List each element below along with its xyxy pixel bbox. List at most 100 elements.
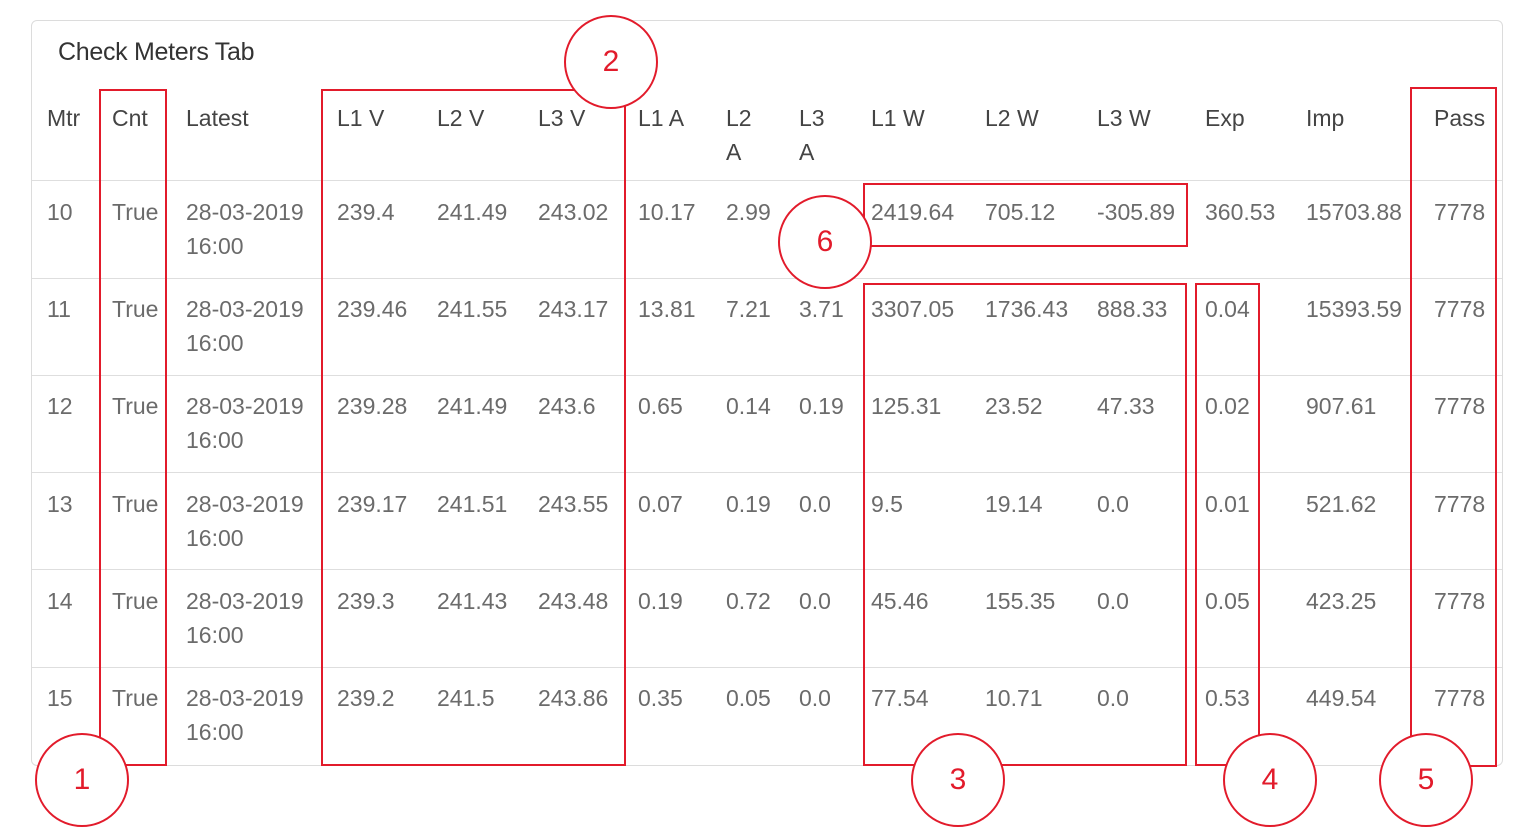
cell-pass: 7778 — [1434, 685, 1486, 711]
cell-l2w: 23.52 — [985, 393, 1043, 419]
cell-imp: 449.54 — [1306, 685, 1377, 711]
cell-l3v: 243.6 — [538, 393, 596, 419]
cell-mtr: 10 — [47, 199, 73, 225]
callout-2: 2 — [564, 15, 658, 109]
annotation-box-cnt — [99, 89, 167, 766]
column-header-l1w: L1 W — [871, 105, 925, 131]
row-divider — [32, 180, 1502, 181]
annotation-box-row10-watts — [863, 183, 1188, 247]
cell-l3v: 243.17 — [538, 296, 609, 322]
cell-l3v: 243.02 — [538, 199, 609, 225]
cell-l1v: 239.3 — [337, 588, 395, 614]
cell-l1v: 239.28 — [337, 393, 408, 419]
column-header-l2a: L2 A — [726, 105, 752, 165]
cell-l1a: 0.65 — [638, 393, 683, 419]
cell-l2w: 19.14 — [985, 491, 1043, 517]
cell-mtr: 11 — [47, 296, 71, 322]
annotation-box-watts — [863, 283, 1187, 766]
cell-l3v: 243.86 — [538, 685, 609, 711]
cell-mtr: 12 — [47, 393, 73, 419]
cell-l1v: 239.46 — [337, 296, 408, 322]
row-divider — [32, 667, 1502, 668]
cell-latest: 28-03-2019 16:00 — [186, 685, 304, 745]
cell-l3a: 0.0 — [799, 491, 831, 517]
cell-l2v: 241.51 — [437, 491, 508, 517]
cell-l1w: 125.31 — [871, 393, 942, 419]
cell-imp: 521.62 — [1306, 491, 1377, 517]
cell-imp: 907.61 — [1306, 393, 1377, 419]
cell-l1w: 3307.05 — [871, 296, 955, 322]
cell-cnt: True — [112, 685, 159, 711]
cell-pass: 7778 — [1434, 296, 1486, 322]
cell-l2w: 1736.43 — [985, 296, 1069, 322]
column-header-mtr: Mtr — [47, 105, 81, 131]
column-header-l3w: L3 W — [1097, 105, 1151, 131]
cell-cnt: True — [112, 393, 159, 419]
cell-l3w: 0.0 — [1097, 588, 1129, 614]
cell-cnt: True — [112, 296, 159, 322]
column-header-exp: Exp — [1205, 105, 1245, 131]
cell-latest: 28-03-2019 16:00 — [186, 199, 304, 259]
row-divider — [32, 278, 1502, 279]
cell-l1a: 10.17 — [638, 199, 696, 225]
row-divider — [32, 375, 1502, 376]
cell-l3v: 243.55 — [538, 491, 609, 517]
cell-imp: 423.25 — [1306, 588, 1377, 614]
column-header-latest: Latest — [186, 105, 249, 131]
cell-exp: 0.05 — [1205, 588, 1250, 614]
cell-l3w: 888.33 — [1097, 296, 1168, 322]
cell-cnt: True — [112, 199, 159, 225]
annotation-box-voltages — [321, 89, 626, 766]
cell-exp: 0.04 — [1205, 296, 1250, 322]
callout-3: 3 — [911, 733, 1005, 827]
cell-latest: 28-03-2019 16:00 — [186, 296, 304, 356]
cell-l3w: 47.33 — [1097, 393, 1155, 419]
cell-exp: 0.53 — [1205, 685, 1250, 711]
cell-l1w: 77.54 — [871, 685, 929, 711]
annotation-box-exp — [1195, 283, 1260, 766]
cell-mtr: 15 — [47, 685, 73, 711]
cell-mtr: 14 — [47, 588, 73, 614]
callout-5: 5 — [1379, 733, 1473, 827]
cell-pass: 7778 — [1434, 491, 1486, 517]
cell-l2v: 241.43 — [437, 588, 508, 614]
cell-cnt: True — [112, 588, 159, 614]
cell-l2v: 241.49 — [437, 199, 508, 225]
cell-l2v: 241.55 — [437, 296, 508, 322]
column-header-cnt: Cnt — [112, 105, 148, 131]
annotation-box-pass — [1410, 87, 1497, 767]
cell-pass: 7778 — [1434, 393, 1486, 419]
cell-l1v: 239.2 — [337, 685, 395, 711]
cell-l2w: 155.35 — [985, 588, 1056, 614]
column-header-l1a: L1 A — [638, 105, 685, 131]
cell-exp: 360.53 — [1205, 199, 1276, 225]
panel-title: Check Meters Tab — [58, 38, 255, 66]
cell-l1w: 2419.64 — [871, 199, 955, 225]
cell-latest: 28-03-2019 16:00 — [186, 491, 304, 551]
cell-l2w: 705.12 — [985, 199, 1056, 225]
cell-l2w: 10.71 — [985, 685, 1043, 711]
cell-l3a: 0.0 — [799, 685, 831, 711]
cell-cnt: True — [112, 491, 159, 517]
cell-l1w: 9.5 — [871, 491, 903, 517]
row-divider — [32, 569, 1502, 570]
cell-l1a: 13.81 — [638, 296, 696, 322]
cell-l1v: 239.17 — [337, 491, 408, 517]
cell-l1a: 0.19 — [638, 588, 683, 614]
column-header-l1v: L1 V — [337, 105, 385, 131]
cell-l3a: 3.71 — [799, 296, 844, 322]
check-meters-panel — [31, 20, 1503, 766]
cell-l1a: 0.07 — [638, 491, 683, 517]
column-header-imp: Imp — [1306, 105, 1345, 131]
cell-l2a: 0.05 — [726, 685, 771, 711]
cell-l1v: 239.4 — [337, 199, 395, 225]
column-header-pass: Pass — [1434, 105, 1486, 131]
cell-l2a: 2.99 — [726, 199, 771, 225]
column-header-l2v: L2 V — [437, 105, 485, 131]
cell-l1w: 45.46 — [871, 588, 929, 614]
cell-latest: 28-03-2019 16:00 — [186, 588, 304, 648]
cell-latest: 28-03-2019 16:00 — [186, 393, 304, 453]
cell-l1a: 0.35 — [638, 685, 683, 711]
cell-l3w: 0.0 — [1097, 685, 1129, 711]
cell-l2a: 0.19 — [726, 491, 771, 517]
